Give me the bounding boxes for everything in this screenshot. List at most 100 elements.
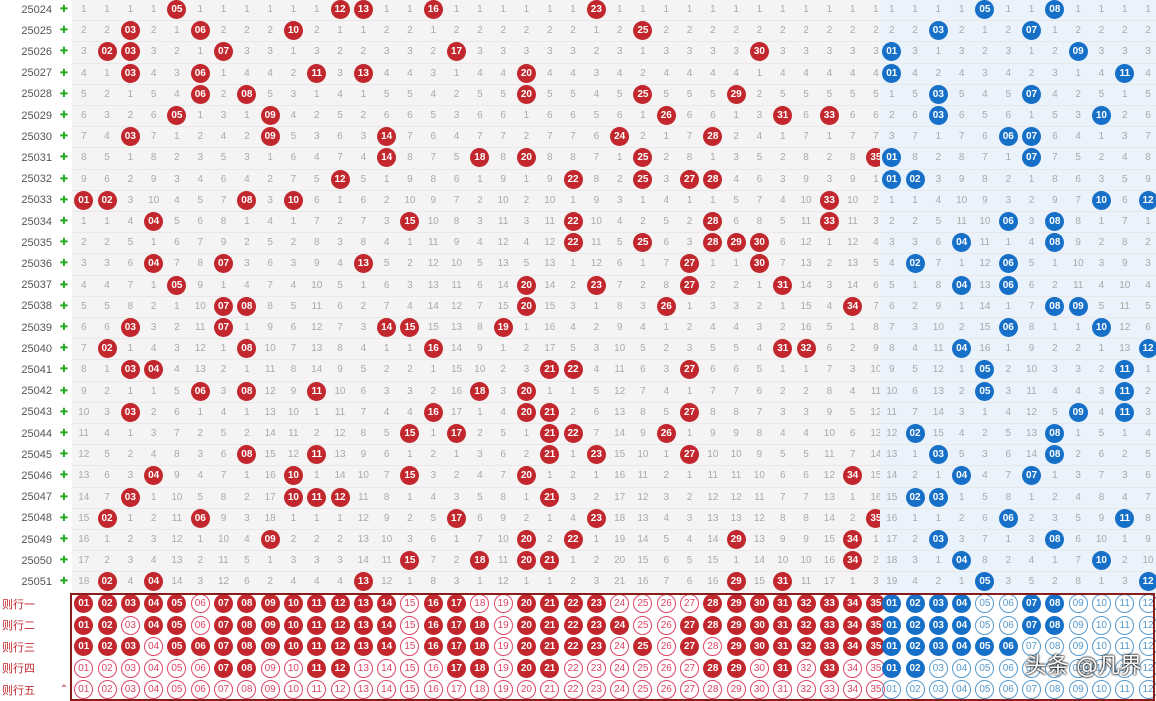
red-select-ball[interactable]: 09 bbox=[260, 594, 280, 614]
red-select-ball[interactable]: 27 bbox=[680, 680, 700, 700]
blue-select-ball[interactable]: 01 bbox=[882, 594, 902, 614]
red-select-ball[interactable]: 31 bbox=[773, 658, 793, 678]
red-select-ball[interactable]: 07 bbox=[214, 637, 234, 657]
select-blue-cell[interactable]: 09 bbox=[1066, 658, 1090, 679]
red-select-ball[interactable]: 20 bbox=[516, 680, 536, 700]
red-select-ball[interactable]: 33 bbox=[819, 615, 839, 635]
red-select-ball[interactable]: 33 bbox=[819, 658, 839, 678]
red-select-ball[interactable]: 18 bbox=[470, 637, 490, 657]
select-red-cell[interactable]: 33 bbox=[818, 636, 842, 657]
red-select-ball[interactable]: 16 bbox=[423, 594, 443, 614]
select-blue-cell[interactable]: 07 bbox=[1020, 636, 1044, 657]
select-red-cell[interactable]: 11 bbox=[305, 658, 329, 679]
select-red-cell[interactable]: 25 bbox=[631, 615, 655, 636]
blue-select-ball[interactable]: 08 bbox=[1045, 658, 1065, 678]
select-red-cell[interactable]: 18 bbox=[468, 679, 492, 700]
select-blue-cell[interactable]: 10 bbox=[1090, 679, 1114, 700]
collapse-icon[interactable]: ⌃ bbox=[59, 684, 69, 696]
red-select-ball[interactable]: 04 bbox=[144, 680, 164, 700]
expand-icon[interactable]: ✚ bbox=[59, 4, 69, 16]
select-red-cell[interactable]: 17 bbox=[445, 679, 469, 700]
select-blue-cell[interactable]: 12 bbox=[1136, 615, 1156, 636]
red-select-ball[interactable]: 12 bbox=[330, 680, 350, 700]
select-blue-cell[interactable]: 04 bbox=[950, 636, 974, 657]
select-blue-cell[interactable]: 01 bbox=[880, 679, 904, 700]
select-red-cell[interactable]: 31 bbox=[771, 679, 795, 700]
blue-select-ball[interactable]: 02 bbox=[905, 680, 925, 700]
select-blue-cell[interactable]: 05 bbox=[973, 679, 997, 700]
select-red-cell[interactable]: 24 bbox=[608, 636, 632, 657]
red-select-ball[interactable]: 23 bbox=[586, 637, 606, 657]
red-select-ball[interactable]: 26 bbox=[656, 637, 676, 657]
red-select-ball[interactable]: 12 bbox=[330, 658, 350, 678]
red-select-ball[interactable]: 20 bbox=[516, 594, 536, 614]
expand-icon[interactable]: ✚ bbox=[59, 152, 69, 164]
select-red-cell[interactable]: 11 bbox=[305, 615, 329, 636]
select-red-cell[interactable]: 31 bbox=[771, 658, 795, 679]
select-red-cell[interactable]: 32 bbox=[794, 679, 818, 700]
select-red-cell[interactable]: 21 bbox=[538, 593, 562, 614]
select-red-cell[interactable]: 27 bbox=[678, 658, 702, 679]
red-select-ball[interactable]: 03 bbox=[120, 594, 140, 614]
blue-select-ball[interactable]: 03 bbox=[928, 637, 948, 657]
select-red-cell[interactable]: 17 bbox=[445, 636, 469, 657]
select-red-cell[interactable]: 32 bbox=[794, 658, 818, 679]
blue-select-ball[interactable]: 12 bbox=[1138, 637, 1156, 657]
select-red-cell[interactable]: 07 bbox=[212, 679, 236, 700]
blue-select-ball[interactable]: 05 bbox=[975, 658, 995, 678]
select-red-cell[interactable]: 28 bbox=[701, 658, 725, 679]
select-red-cell[interactable]: 25 bbox=[631, 636, 655, 657]
select-red-cell[interactable]: 29 bbox=[724, 615, 748, 636]
select-red-cell[interactable]: 35 bbox=[864, 593, 888, 614]
expand-icon[interactable]: ✚ bbox=[59, 67, 69, 79]
red-select-ball[interactable]: 15 bbox=[400, 615, 420, 635]
select-red-cell[interactable]: 20 bbox=[515, 636, 539, 657]
select-red-cell[interactable]: 07 bbox=[212, 658, 236, 679]
red-select-ball[interactable]: 06 bbox=[190, 615, 210, 635]
select-red-cell[interactable]: 04 bbox=[142, 615, 166, 636]
blue-select-ball[interactable]: 03 bbox=[928, 594, 948, 614]
red-select-ball[interactable]: 14 bbox=[377, 615, 397, 635]
red-select-ball[interactable]: 05 bbox=[167, 637, 187, 657]
expand-icon[interactable]: ✚ bbox=[59, 258, 69, 270]
blue-select-ball[interactable]: 04 bbox=[952, 615, 972, 635]
select-red-cell[interactable]: 10 bbox=[282, 658, 306, 679]
select-red-cell[interactable]: 04 bbox=[142, 593, 166, 614]
red-select-ball[interactable]: 26 bbox=[656, 658, 676, 678]
select-blue-cell[interactable]: 03 bbox=[927, 636, 951, 657]
select-blue-cell[interactable]: 03 bbox=[927, 593, 951, 614]
blue-select-ball[interactable]: 06 bbox=[998, 658, 1018, 678]
expand-icon[interactable]: ✚ bbox=[59, 470, 69, 482]
expand-icon[interactable]: ✚ bbox=[59, 237, 69, 249]
expand-icon[interactable]: ✚ bbox=[59, 131, 69, 143]
select-blue-cell[interactable]: 11 bbox=[1113, 679, 1137, 700]
select-red-cell[interactable]: 14 bbox=[375, 615, 399, 636]
select-red-cell[interactable]: 06 bbox=[189, 679, 213, 700]
red-select-ball[interactable]: 19 bbox=[493, 680, 513, 700]
red-select-ball[interactable]: 03 bbox=[120, 615, 140, 635]
select-red-cell[interactable]: 09 bbox=[258, 593, 282, 614]
select-red-cell[interactable]: 17 bbox=[445, 658, 469, 679]
red-select-ball[interactable]: 24 bbox=[610, 680, 630, 700]
select-red-cell[interactable]: 22 bbox=[561, 615, 585, 636]
red-select-ball[interactable]: 34 bbox=[843, 615, 863, 635]
select-red-cell[interactable]: 20 bbox=[515, 593, 539, 614]
red-select-ball[interactable]: 33 bbox=[819, 680, 839, 700]
red-select-ball[interactable]: 20 bbox=[516, 615, 536, 635]
select-red-cell[interactable]: 10 bbox=[282, 615, 306, 636]
red-select-ball[interactable]: 23 bbox=[586, 594, 606, 614]
red-select-ball[interactable]: 01 bbox=[74, 594, 94, 614]
blue-select-ball[interactable]: 01 bbox=[882, 658, 902, 678]
blue-select-ball[interactable]: 05 bbox=[975, 637, 995, 657]
blue-select-ball[interactable]: 11 bbox=[1115, 680, 1135, 700]
select-red-cell[interactable]: 06 bbox=[189, 615, 213, 636]
expand-icon[interactable]: ✚ bbox=[59, 555, 69, 567]
red-select-ball[interactable]: 35 bbox=[866, 637, 886, 657]
select-blue-cell[interactable]: 03 bbox=[927, 615, 951, 636]
select-blue-cell[interactable]: 01 bbox=[880, 593, 904, 614]
red-select-ball[interactable]: 34 bbox=[843, 594, 863, 614]
select-red-cell[interactable]: 14 bbox=[375, 636, 399, 657]
red-select-ball[interactable]: 32 bbox=[796, 637, 816, 657]
select-red-cell[interactable]: 21 bbox=[538, 679, 562, 700]
select-blue-cell[interactable]: 10 bbox=[1090, 615, 1114, 636]
